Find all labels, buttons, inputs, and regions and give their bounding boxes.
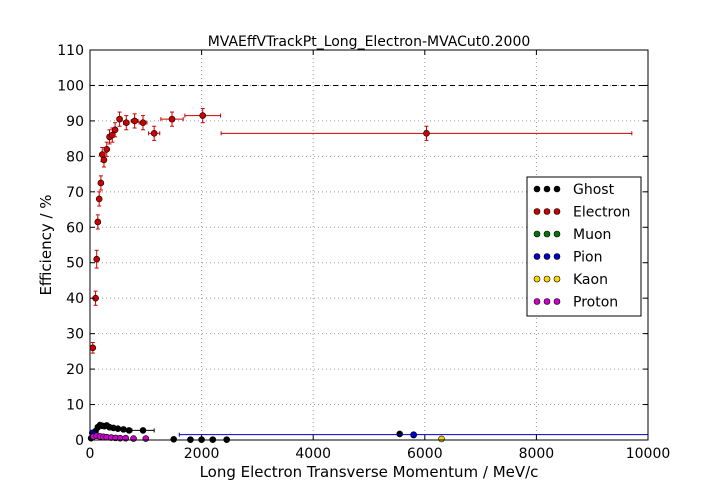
legend-marker [533,185,541,193]
y-axis-label: Efficiency / % [37,194,55,295]
data-point [410,431,417,438]
data-point [120,426,127,433]
y-tick-label: 10 [66,398,84,414]
legend-marker [543,208,551,215]
legend-marker [553,275,561,283]
data-point [95,195,103,203]
data-point [114,425,122,432]
data-point [111,126,119,134]
legend-marker [533,275,541,283]
data-point [142,435,150,442]
legend-label: Proton [573,295,618,311]
y-tick-label: 0 [75,433,84,449]
data-point [139,427,147,434]
legend-marker [533,253,541,260]
data-point [103,145,111,153]
x-tick-label: 8000 [519,446,555,462]
legend-label: Muon [573,227,611,243]
legend-marker [553,185,561,193]
y-tick-label: 110 [57,43,84,59]
y-tick-label: 40 [66,291,84,307]
chart-title: MVAEffVTrackPt_Long_Electron-MVACut0.200… [208,34,531,50]
data-point [116,115,123,123]
data-point [125,427,133,434]
data-point [131,117,138,125]
legend-marker [553,298,561,305]
plot-frame [89,49,649,441]
data-point [94,218,102,226]
y-tick-label: 30 [66,327,84,343]
legend-marker [543,298,551,305]
data-point [396,430,403,438]
y-tick-label: 100 [57,78,84,94]
x-tick-label: 10000 [626,446,671,462]
series-kaon [438,435,445,443]
legend: Ghost Electron Muon Pion Kaon Proton [526,176,642,317]
legend-label: Electron [573,205,630,221]
data-point [168,115,176,123]
data-point [170,435,177,443]
y-axis-ticks: 0 10 20 30 40 50 60 70 80 90 100 110 [57,43,648,449]
legend-marker [533,208,541,215]
legend-marker [543,275,551,283]
legend-marker [553,208,561,215]
x-tick-label: 6000 [407,446,443,462]
data-point [100,156,108,164]
data-point [89,344,97,352]
data-point [130,435,137,442]
legend-label: Pion [573,250,602,266]
y-tick-label: 70 [66,185,84,201]
y-tick-label: 60 [66,220,84,236]
legend-marker [553,230,561,238]
legend-box [526,176,642,317]
y-tick-label: 80 [66,149,84,165]
x-tick-label: 2000 [184,446,220,462]
series-electron [89,108,633,354]
y-tick-label: 20 [66,362,84,378]
legend-marker [533,298,541,305]
data-point [199,112,207,119]
data-point [150,130,158,137]
legend-marker [553,253,561,260]
legend-label: Kaon [573,272,608,288]
data-series [87,108,649,443]
data-point [122,119,130,126]
legend-marker [543,253,551,260]
data-point [97,179,105,187]
data-point [438,435,445,443]
data-point [423,130,430,137]
x-tick-label: 0 [86,446,95,462]
x-axis-ticks: 0 2000 4000 6000 8000 10000 [86,50,671,462]
legend-marker [543,185,551,193]
y-tick-label: 90 [66,114,84,130]
x-tick-label: 4000 [295,446,331,462]
legend-marker [533,230,541,238]
data-point [139,119,147,126]
legend-marker [543,230,551,238]
x-axis-label: Long Electron Transverse Momentum / MeV/… [200,463,539,481]
legend-label: Ghost [573,182,615,198]
y-tick-label: 50 [66,256,84,272]
data-point [93,255,100,263]
